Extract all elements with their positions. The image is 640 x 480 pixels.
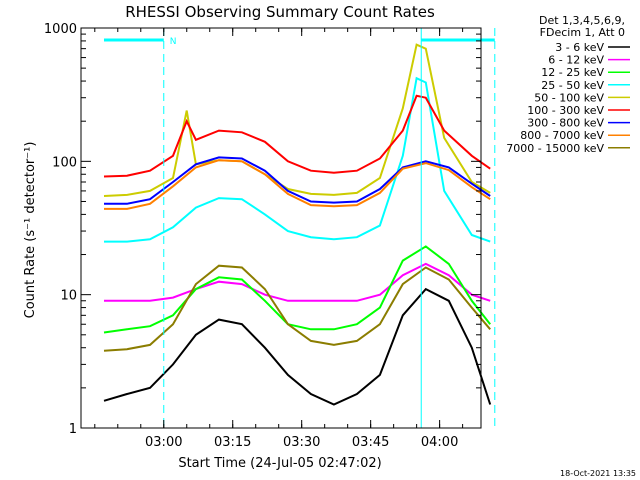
y-tick-label: 1000 [44,22,77,37]
legend-entry-label: 800 - 7000 keV [520,129,604,142]
x-tick-label: 03:00 [145,435,182,450]
series-line-1 [104,262,491,302]
marker-bar-label: N [170,37,177,47]
x-tick-label: 03:45 [352,435,389,450]
legend-entry-label: 50 - 100 keV [534,91,604,104]
x-tick-label: 03:30 [283,435,320,450]
plot-area: N 03:00 03:15 03:30 03:45 04:00 1 10 100 1000 [44,22,496,450]
x-axis-label: Start Time (24-Jul-05 02:47:02) [178,456,381,471]
legend-entry-label: 300 - 800 keV [527,117,604,130]
legend-entry-label: 100 - 300 keV [527,104,604,117]
series-line-0 [103,287,492,406]
legend-entry-label: 6 - 12 keV [548,54,604,67]
series-line-4 [103,43,491,197]
x-tick-label: 03:15 [214,435,251,450]
legend-header-line: Det 1,3,4,5,6,9, [539,14,625,27]
y-axis-label: Count Rate (s⁻¹ detector⁻¹) [23,142,38,319]
chart-title: RHESSI Observing Summary Count Rates [125,3,435,21]
legend: Det 1,3,4,5,6,9,FDecim 1, Att 0 3 - 6 keV… [506,14,630,155]
series-line-2 [103,245,491,334]
y-tick-label: 100 [52,155,77,170]
legend-entry-label: 12 - 25 keV [541,66,604,79]
legend-entry-label: 3 - 6 keV [555,41,604,54]
plot-frame [80,27,482,429]
y-tick-label: 1 [69,422,77,437]
legend-header-line: FDecim 1, Att 0 [540,26,625,39]
y-tick-label: 10 [60,289,77,304]
legend-entry-label: 25 - 50 keV [541,79,604,92]
x-tick-label: 04:00 [421,435,458,450]
series-line-5 [103,94,491,178]
series-line-7 [104,159,491,210]
legend-entry-label: 7000 - 15000 keV [506,142,604,155]
series-line-3 [104,76,491,243]
timestamp-stamp: 18-Oct-2021 13:35 [560,469,636,478]
series-line-6 [104,156,491,205]
series-line-8 [103,264,491,352]
